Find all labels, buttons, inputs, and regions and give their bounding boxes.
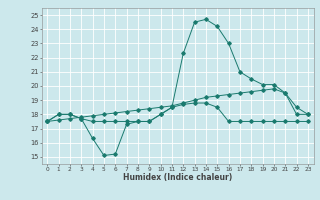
X-axis label: Humidex (Indice chaleur): Humidex (Indice chaleur) bbox=[123, 173, 232, 182]
